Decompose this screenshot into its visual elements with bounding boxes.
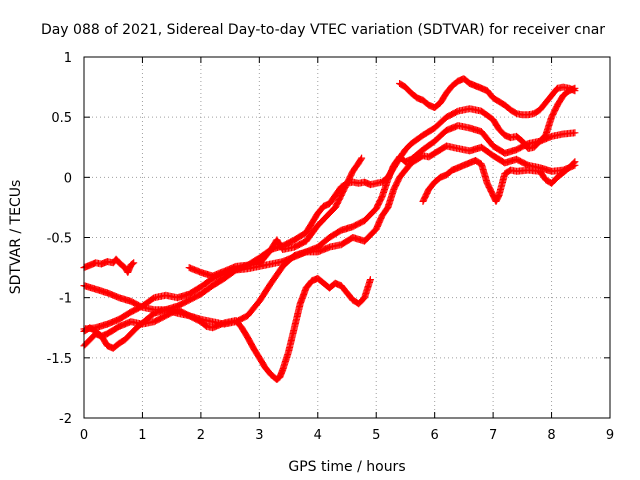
- axis-ticks: 0 1 2 3 4 5 6 7 8 9 -2 -1.5 -1 -0.5 0 0.5 1: [47, 51, 615, 443]
- data-point-marker: [129, 260, 137, 268]
- y-tick-label: 0: [64, 171, 72, 186]
- x-tick-label: 5: [372, 428, 380, 443]
- x-tick-label: 1: [138, 428, 146, 443]
- y-tick-label: -2: [59, 412, 72, 427]
- data-point-marker: [570, 159, 578, 167]
- y-tick-label: 0.5: [51, 111, 72, 126]
- y-tick-label: 1: [64, 51, 72, 66]
- chart-title: Day 088 of 2021, Sidereal Day-to-day VTE…: [41, 22, 605, 38]
- x-axis-label: GPS time / hours: [288, 459, 405, 475]
- y-axis-label: SDTVAR / TECUs: [8, 180, 24, 295]
- data-point-marker: [358, 154, 366, 162]
- x-tick-label: 3: [255, 428, 263, 443]
- x-tick-label: 9: [606, 428, 614, 443]
- data-point-marker: [130, 259, 138, 267]
- data-point-marker: [571, 129, 579, 137]
- x-tick-label: 4: [314, 428, 322, 443]
- data-point-marker: [366, 276, 374, 284]
- y-tick-label: -0.5: [47, 232, 72, 247]
- data-series: [80, 75, 579, 383]
- y-tick-label: -1: [59, 292, 72, 307]
- data-point-marker: [571, 158, 579, 166]
- y-tick-label: -1.5: [47, 352, 72, 367]
- x-tick-label: 0: [80, 428, 88, 443]
- x-tick-label: 2: [197, 428, 205, 443]
- data-point-marker: [357, 155, 365, 163]
- data-point-marker: [571, 87, 579, 95]
- x-tick-label: 6: [431, 428, 439, 443]
- x-tick-label: 7: [489, 428, 497, 443]
- x-tick-label: 8: [547, 428, 555, 443]
